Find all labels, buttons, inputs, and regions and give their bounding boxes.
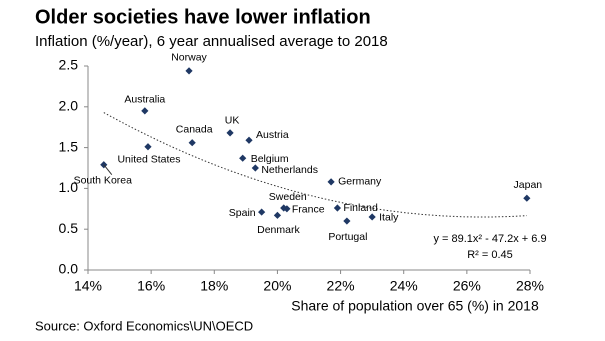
y-tick-label: 0.0 <box>59 261 79 277</box>
x-tick-label: 26% <box>453 278 481 294</box>
point-label: Denmark <box>257 224 300 236</box>
point-label: Norway <box>171 52 207 64</box>
point-label: Austria <box>256 129 289 141</box>
point <box>141 107 149 115</box>
point <box>327 178 335 186</box>
y-tick-label: 1.0 <box>59 179 79 195</box>
point-label: Germany <box>338 176 382 188</box>
point-label: Italy <box>379 212 399 224</box>
x-tick-label: 28% <box>516 278 544 294</box>
point-label: Netherlands <box>261 164 318 176</box>
source: Source: Oxford Economics\UN\OECD <box>35 318 253 333</box>
point <box>185 67 193 75</box>
point-label: UK <box>225 115 240 127</box>
point-label: Australia <box>124 94 165 106</box>
x-tick-label: 22% <box>327 278 355 294</box>
point-label: Sweden <box>269 191 307 203</box>
x-tick-label: 20% <box>263 278 291 294</box>
y-tick-label: 0.5 <box>59 220 79 236</box>
point <box>239 154 247 162</box>
point <box>245 136 253 144</box>
trend-r-squared: R² = 0.45 <box>467 249 513 261</box>
point <box>523 194 531 202</box>
chart-title: Older societies have lower inflation <box>35 6 371 28</box>
point <box>258 208 266 216</box>
point <box>343 217 351 225</box>
point-label: Japan <box>514 179 543 191</box>
x-tick-label: 24% <box>390 278 418 294</box>
point-label: United States <box>117 154 180 166</box>
x-tick-label: 18% <box>200 278 228 294</box>
x-tick-label: 16% <box>137 278 165 294</box>
point <box>368 213 376 221</box>
point-label: Portugal <box>328 231 367 243</box>
point <box>144 143 152 151</box>
point-label: Belgium <box>251 153 289 165</box>
leader-line <box>103 164 113 176</box>
y-tick-label: 2.5 <box>59 57 79 73</box>
point-label: Canada <box>176 123 213 135</box>
y-tick-label: 1.5 <box>59 138 79 154</box>
x-axis-label: Share of population over 65 (%) in 2018 <box>291 298 539 314</box>
point <box>283 205 291 213</box>
x-tick-label: 14% <box>74 278 102 294</box>
trend-equation: y = 89.1x² - 47.2x + 6.9 <box>433 233 546 245</box>
trendline <box>103 112 527 218</box>
point-label: Spain <box>229 207 256 219</box>
chart-subtitle: Inflation (%/year), 6 year annualised av… <box>35 33 388 50</box>
point-label: South Korea <box>74 175 133 187</box>
point <box>273 211 282 219</box>
point-label: France <box>292 204 325 216</box>
y-tick-label: 2.0 <box>59 98 79 114</box>
point <box>333 204 342 212</box>
point <box>226 129 234 137</box>
point <box>188 139 196 147</box>
point-label: Finland <box>343 202 378 214</box>
point <box>251 164 259 172</box>
